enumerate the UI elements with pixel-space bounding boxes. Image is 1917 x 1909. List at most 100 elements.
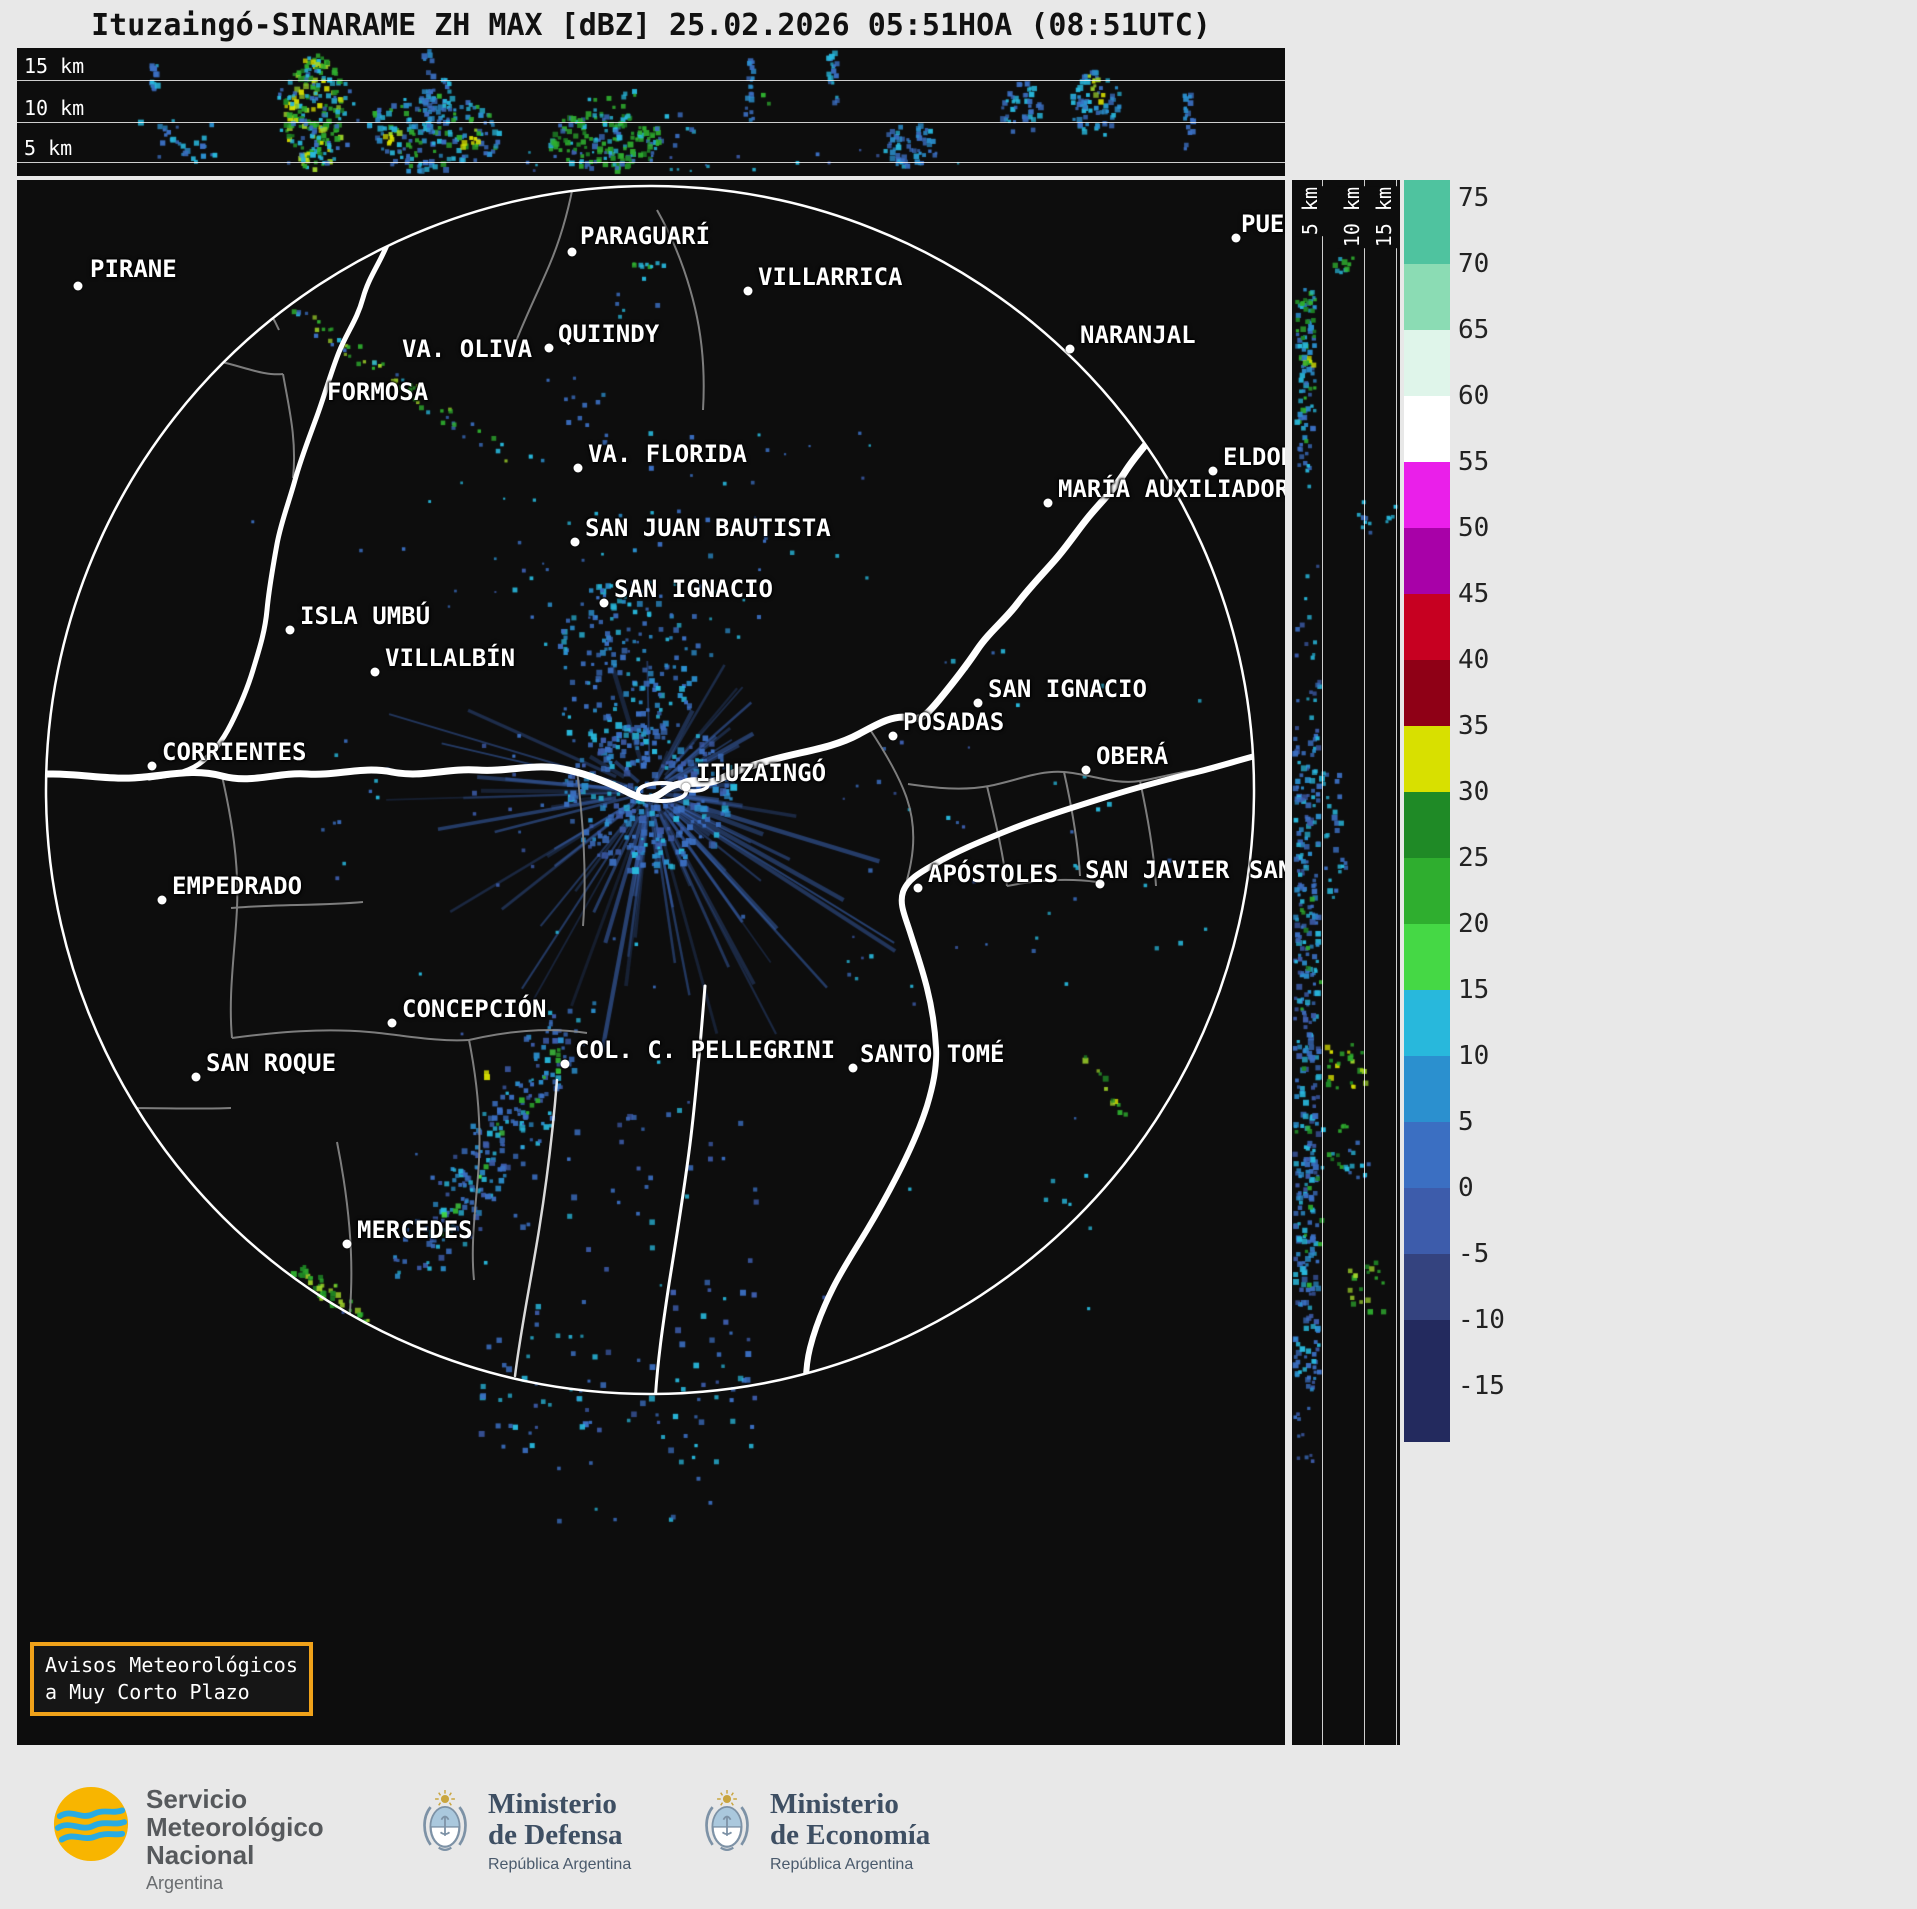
colorbar-band xyxy=(1404,1122,1450,1188)
colorbar-tick: 40 xyxy=(1458,645,1490,675)
range-ring xyxy=(44,184,1256,1396)
altitude-line xyxy=(17,80,1285,81)
city-label: SAN IGNACIO xyxy=(614,575,773,603)
colorbar-tick: 70 xyxy=(1458,249,1490,279)
smn-logo-block: Servicio Meteorológico Nacional Argentin… xyxy=(52,1785,324,1894)
smn-logo-icon xyxy=(53,1786,129,1862)
city-dot xyxy=(560,1059,570,1069)
city-dot xyxy=(544,343,554,353)
colorbar-tick: 30 xyxy=(1458,777,1490,807)
top-cross-section-panel: 15 km 10 km 5 km xyxy=(17,48,1285,176)
colorbar-tick: 0 xyxy=(1458,1173,1474,1203)
colorbar-tick: 10 xyxy=(1458,1041,1490,1071)
city-label: ELDORADO xyxy=(1223,443,1285,471)
city-label: SAN xyxy=(1249,856,1285,884)
city-dot xyxy=(285,625,295,635)
altitude-label: 10 km xyxy=(21,95,88,121)
colorbar-band xyxy=(1404,990,1450,1056)
smn-country: Argentina xyxy=(146,1873,224,1893)
city-dot xyxy=(147,761,157,771)
colorbar-tick: 60 xyxy=(1458,381,1490,411)
colorbar-band xyxy=(1404,528,1450,594)
city-label: SAN ROQUE xyxy=(206,1049,337,1077)
radar-echoes-canvas xyxy=(17,180,1285,1745)
city-label: CORRIENTES xyxy=(162,738,307,766)
colorbar-band xyxy=(1404,264,1450,330)
altitude-label: 5 km xyxy=(21,135,76,161)
colorbar-tick: 45 xyxy=(1458,579,1490,609)
smn-name-line3: Nacional xyxy=(146,1840,255,1870)
city-dot xyxy=(342,1239,352,1249)
city-label: VILLALBÍN xyxy=(385,644,516,672)
defensa-country: República Argentina xyxy=(488,1856,632,1873)
altitude-line xyxy=(1396,180,1397,1745)
city-dot xyxy=(1065,344,1075,354)
colorbar-band xyxy=(1404,1254,1450,1320)
city-dot xyxy=(573,463,583,473)
altitude-label: 15 km xyxy=(1369,186,1399,249)
map-geography xyxy=(44,184,1256,1396)
city-label: APÓSTOLES xyxy=(928,860,1059,888)
economia-dept: de Economía xyxy=(770,1819,931,1851)
city-dot xyxy=(743,286,753,296)
colorbar-tick: 5 xyxy=(1458,1107,1474,1137)
economia-country: República Argentina xyxy=(770,1856,914,1873)
altitude-line xyxy=(17,162,1285,163)
colorbar-band xyxy=(1404,1386,1450,1442)
colorbar-tick: -10 xyxy=(1458,1305,1505,1335)
colorbar xyxy=(1404,180,1450,1442)
colorbar-band xyxy=(1404,1188,1450,1254)
city-dot xyxy=(599,598,609,608)
city-dot xyxy=(1208,466,1218,476)
colorbar-band xyxy=(1404,792,1450,858)
colorbar-tick: -15 xyxy=(1458,1371,1505,1401)
city-label: ISLA UMBÚ xyxy=(300,602,431,630)
city-label: VA. OLIVA xyxy=(402,335,533,363)
colorbar-tick: 15 xyxy=(1458,975,1490,1005)
city-dot xyxy=(681,782,691,792)
colorbar-tick: 25 xyxy=(1458,843,1490,873)
city-label: FORMOSA xyxy=(327,378,429,406)
colorbar-band xyxy=(1404,1320,1450,1386)
defensa-ministry: Ministerio xyxy=(488,1788,617,1820)
city-dot xyxy=(913,883,923,893)
altitude-line xyxy=(1364,180,1365,1745)
city-label: MARÍA AUXILIADORA xyxy=(1058,475,1285,503)
city-dot xyxy=(973,698,983,708)
defensa-dept: de Defensa xyxy=(488,1819,623,1851)
smn-name-line1: Servicio xyxy=(146,1784,248,1814)
economia-ministry: Ministerio xyxy=(770,1788,899,1820)
city-dot xyxy=(1081,765,1091,775)
city-dot xyxy=(567,247,577,257)
economia-logo-block: Ministerio de Economía República Argenti… xyxy=(700,1789,930,1875)
page-title: Ituzaingó-SINARAME ZH MAX [dBZ] 25.02.20… xyxy=(91,8,1211,43)
colorbar-band xyxy=(1404,726,1450,792)
city-dot xyxy=(888,731,898,741)
colorbar-tick: -5 xyxy=(1458,1239,1490,1269)
colorbar-tick: 65 xyxy=(1458,315,1490,345)
colorbar-tick: 50 xyxy=(1458,513,1490,543)
city-dot xyxy=(1231,233,1241,243)
avisos-box[interactable]: Avisos Meteorológicos a Muy Corto Plazo xyxy=(30,1642,313,1716)
colorbar-ticks: 75 70 65 60 55 50 45 40 35 30 25 20 15 10 5 0 -5 -10 -15 xyxy=(1458,180,1548,1442)
city-dot xyxy=(191,1072,201,1082)
city-label: PUERTO RICO xyxy=(1241,210,1285,238)
colorbar-band xyxy=(1404,660,1450,726)
coat-of-arms-icon xyxy=(418,1789,472,1854)
city-dot xyxy=(73,281,83,291)
colorbar-band xyxy=(1404,180,1450,198)
city-label: EMPEDRADO xyxy=(172,872,303,900)
colorbar-band xyxy=(1404,858,1450,924)
defensa-logo-block: Ministerio de Defensa República Argentin… xyxy=(418,1789,631,1875)
colorbar-tick: 20 xyxy=(1458,909,1490,939)
colorbar-band xyxy=(1404,396,1450,462)
city-label: OBERÁ xyxy=(1096,742,1169,770)
city-label: SANTO TOMÉ xyxy=(860,1040,1005,1068)
city-dot xyxy=(370,667,380,677)
colorbar-band xyxy=(1404,462,1450,528)
colorbar-tick: 75 xyxy=(1458,183,1490,213)
altitude-label: 10 km xyxy=(1337,186,1367,249)
city-label: CONCEPCIÓN xyxy=(402,995,547,1023)
city-dot xyxy=(848,1063,858,1073)
city-label: QUIINDY xyxy=(558,320,660,348)
